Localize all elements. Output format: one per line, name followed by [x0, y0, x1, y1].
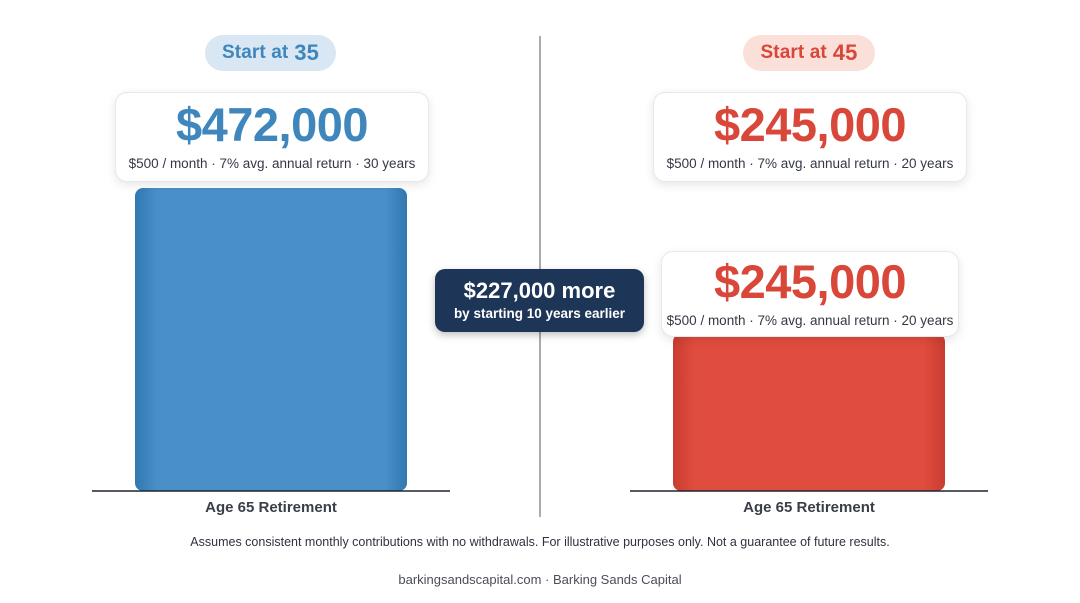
pill-prefix: Start at — [222, 42, 289, 63]
value-card-start-45: $245,000 $500 / month · 7% avg. annual r… — [653, 92, 967, 182]
value-amount: $245,000 — [713, 98, 907, 151]
bar-start-35 — [135, 188, 407, 491]
value-amount: $245,000 — [713, 255, 907, 308]
value-card-start-35: $472,000 $500 / month · 7% avg. annual r… — [115, 92, 429, 182]
start-35-pill: Start at 35 — [205, 35, 336, 71]
difference-headline: $227,000 more — [463, 278, 616, 303]
start-45-pill: Start at 45 — [743, 35, 875, 71]
value-amount: $472,000 — [175, 98, 369, 151]
pill-number: 45 — [832, 40, 858, 65]
pill-prefix: Start at — [760, 42, 827, 63]
value-detail: $500 / month · 7% avg. annual return · 3… — [128, 156, 416, 171]
value-card-start-45-bar: $245,000 $500 / month · 7% avg. annual r… — [661, 251, 959, 337]
footer: barkingsandscapital.com · Barking Sands … — [398, 572, 682, 587]
baseline-label-left: Age 65 Retirement — [205, 499, 337, 516]
value-detail: $500 / month · 7% avg. annual return · 2… — [666, 313, 954, 328]
bar-start-45 — [673, 333, 945, 491]
difference-subline: by starting 10 years earlier — [453, 306, 626, 321]
disclaimer: Assumes consistent monthly contributions… — [190, 535, 890, 549]
baseline-label-right: Age 65 Retirement — [743, 499, 875, 516]
value-detail: $500 / month · 7% avg. annual return · 2… — [666, 156, 954, 171]
difference-badge: $227,000 more by starting 10 years earli… — [435, 269, 644, 332]
pill-number: 35 — [294, 40, 319, 65]
